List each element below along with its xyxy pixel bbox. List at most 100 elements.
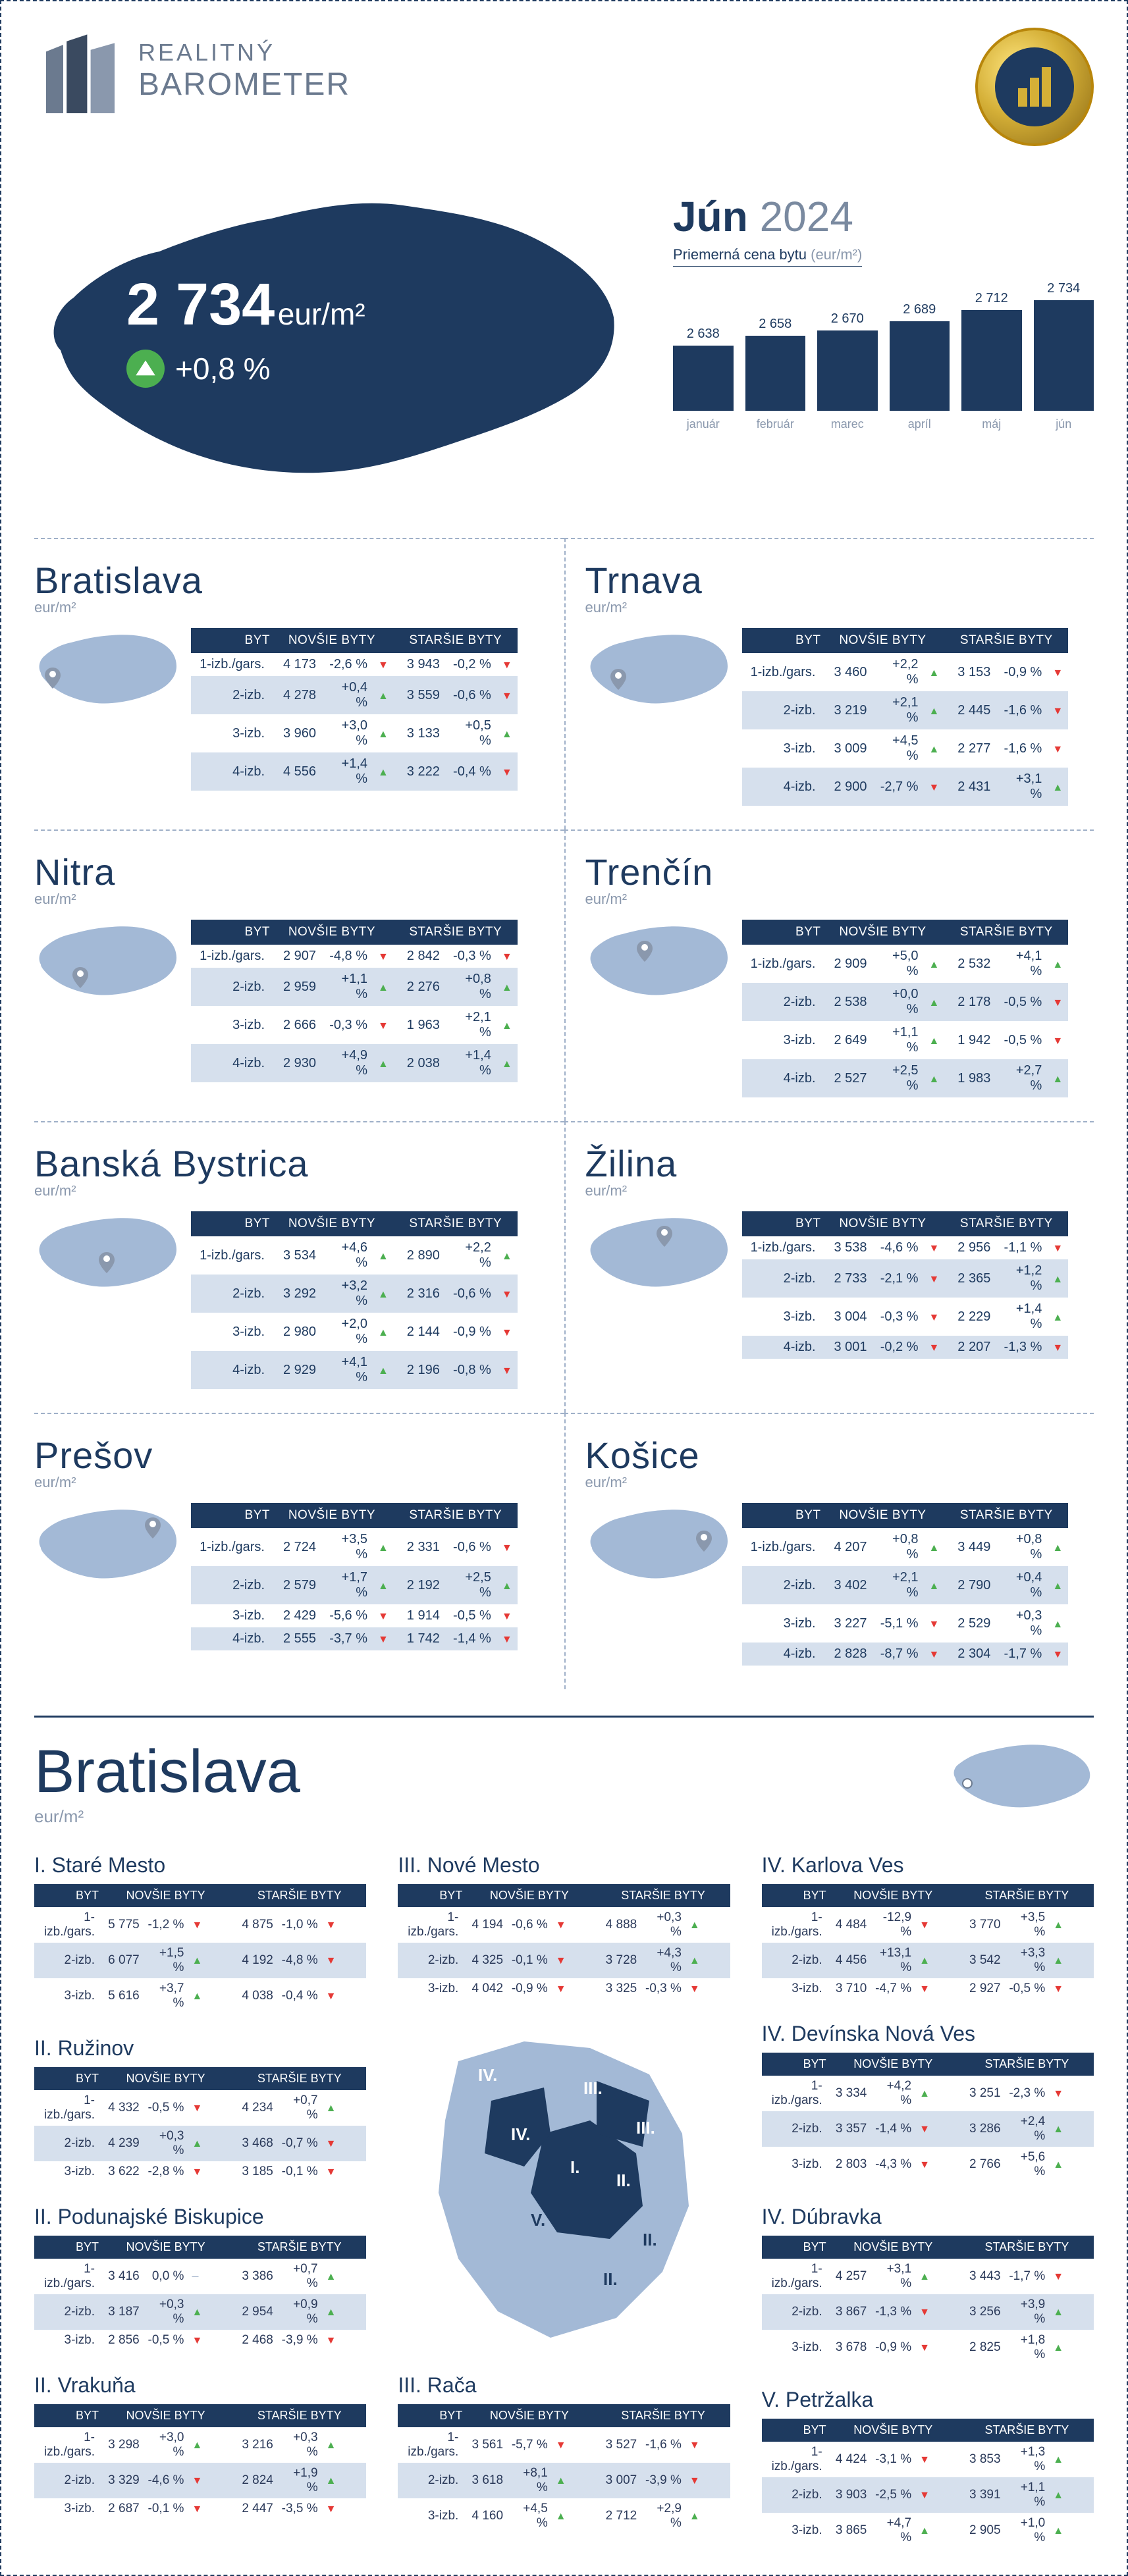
buildings-icon [34,28,126,113]
table-row: 3-izb. 2 803 -4,3 % ▼ 2 766 +5,6 % ▲ [762,2147,1094,2182]
hero: 2 734 eur/m² +0,8 % Jún 2024 Priemerná c… [34,179,1094,485]
svg-text:I.: I. [570,2157,579,2177]
table-row: 4-izb. 2 930 +4,9 % ▲ 2 038 +1,4 % ▲ [191,1044,518,1082]
bar-value: 2 658 [759,317,792,332]
bar-value: 2 734 [1047,281,1080,296]
region-title: Prešov [34,1434,551,1477]
district-block: III. Nové Mesto BYT NOVŠIE BYTY STARŠIE … [398,1853,730,1999]
table-row: 1-izb./gars. 3 538 -4,6 % ▼ 2 956 -1,1 %… [742,1236,1069,1259]
region-cell: Trenčín eur/m² BYT NOVŠIE BYTY STARŠIE B… [564,829,1094,1121]
price-table: BYT NOVŠIE BYTY STARŠIE BYTY 1-izb./gars… [742,628,1069,806]
bar-value: 2 670 [831,311,864,327]
district-table: BYT NOVŠIE BYTY STARŠIE BYTY 1-izb./gars… [762,1884,1094,1999]
bar-value: 2 712 [975,291,1008,306]
mini-map-icon [34,1503,179,1582]
table-row: 4-izb. 2 828 -8,7 % ▼ 2 304 -1,7 % ▼ [742,1643,1069,1666]
district-table: BYT NOVŠIE BYTY STARŠIE BYTY 1-izb./gars… [762,2236,1094,2365]
svg-text:V.: V. [531,2210,545,2230]
district-title: IV. Devínska Nová Ves [762,2022,1094,2046]
avg-label: Priemerná cena bytu (eur/m²) [673,246,862,267]
table-row: 1-izb./gars. 4 257 +3,1 % ▲ 3 443 -1,7 %… [762,2259,1094,2294]
table-row: 4-izb. 2 555 -3,7 % ▼ 1 742 -1,4 % ▼ [191,1627,518,1650]
chart-column: Jún 2024 Priemerná cena bytu (eur/m²) 2 … [673,179,1094,485]
table-row: 4-izb. 2 929 +4,1 % ▲ 2 196 -0,8 % ▼ [191,1351,518,1389]
district-table: BYT NOVŠIE BYTY STARŠIE BYTY 1-izb./gars… [34,2067,366,2182]
table-row: 1-izb./gars. 3 298 +3,0 % ▲ 3 216 +0,3 %… [34,2427,366,2463]
price-table: BYT NOVŠIE BYTY STARŠIE BYTY 1-izb./gars… [191,1503,518,1650]
table-row: 4-izb. 2 900 -2,7 % ▼ 2 431 +3,1 % ▲ [742,768,1069,806]
region-title: Žilina [585,1142,1081,1185]
district-table: BYT NOVŠIE BYTY STARŠIE BYTY 1-izb./gars… [398,2404,730,2534]
district-table: BYT NOVŠIE BYTY STARŠIE BYTY 1-izb./gars… [398,1884,730,1999]
table-row: 3-izb. 5 616 +3,7 % ▲ 4 038 -0,4 % ▼ [34,1978,366,2014]
bar-label: marec [831,417,864,431]
triangle-up-icon [126,350,165,388]
table-row: 3-izb. 2 429 -5,6 % ▼ 1 914 -0,5 % ▼ [191,1604,518,1627]
price-table: BYT NOVŠIE BYTY STARŠIE BYTY 1-izb./gars… [191,920,518,1082]
district-table: BYT NOVŠIE BYTY STARŠIE BYTY 1-izb./gars… [762,2419,1094,2548]
region-title: Nitra [34,851,551,893]
bar: 2 638 január [673,327,734,431]
table-row: 2-izb. 3 187 +0,3 % ▲ 2 954 +0,9 % ▲ [34,2294,366,2330]
table-row: 1-izb./gars. 2 907 -4,8 % ▼ 2 842 -0,3 %… [191,945,518,968]
table-row: 3-izb. 3 865 +4,7 % ▲ 2 905 +1,0 % ▲ [762,2513,1094,2548]
price-table: BYT NOVŠIE BYTY STARŠIE BYTY 1-izb./gars… [191,628,518,791]
table-row: 1-izb./gars. 2 724 +3,5 % ▲ 2 331 -0,6 %… [191,1528,518,1566]
table-row: 3-izb. 4 160 +4,5 % ▲ 2 712 +2,9 % ▲ [398,2498,730,2534]
district-block: IV. Devínska Nová Ves BYT NOVŠIE BYTY ST… [762,2022,1094,2182]
table-row: 2-izb. 2 733 -2,1 % ▼ 2 365 +1,2 % ▲ [742,1259,1069,1298]
region-cell: Trnava eur/m² BYT NOVŠIE BYTY STARŠIE BY… [564,538,1094,829]
mini-map-icon [585,1503,730,1582]
district-block: IV. Karlova Ves BYT NOVŠIE BYTY STARŠIE … [762,1853,1094,1999]
table-row: 2-izb. 6 077 +1,5 % ▲ 4 192 -4,8 % ▼ [34,1943,366,1978]
svg-text:II.: II. [643,2230,657,2249]
table-row: 2-izb. 2 959 +1,1 % ▲ 2 276 +0,8 % ▲ [191,968,518,1006]
table-row: 1-izb./gars. 3 460 +2,2 % ▲ 3 153 -0,9 %… [742,653,1069,691]
price-table: BYT NOVŠIE BYTY STARŠIE BYTY 1-izb./gars… [191,1211,518,1389]
svg-text:IV.: IV. [511,2124,530,2144]
region-title: Trnava [585,559,1081,602]
bar-rect [1034,300,1094,411]
district-title: III. Rača [398,2373,730,2398]
bar: 2 658 február [745,317,806,431]
price-table: BYT NOVŠIE BYTY STARŠIE BYTY 1-izb./gars… [742,920,1069,1097]
brand-line1: REALITNÝ [138,39,350,66]
bar-label: január [687,417,720,431]
table-row: 3-izb. 3 960 +3,0 % ▲ 3 133 +0,5 % ▲ [191,714,518,752]
table-row: 2-izb. 3 292 +3,2 % ▲ 2 316 -0,6 % ▼ [191,1275,518,1313]
mini-map-icon [34,628,179,707]
bar-label: apríl [908,417,931,431]
district-title: IV. Dúbravka [762,2205,1094,2229]
price-table: BYT NOVŠIE BYTY STARŠIE BYTY 1-izb./gars… [742,1211,1069,1359]
table-row: 1-izb./gars. 3 416 0,0 % – 3 386 +0,7 % … [34,2259,366,2294]
district-block: II. Podunajské Biskupice BYT NOVŠIE BYTY… [34,2205,366,2351]
district-block: II. Ružinov BYT NOVŠIE BYTY STARŠIE BYTY… [34,2036,366,2182]
slovakia-small-map-icon [949,1737,1094,1810]
bratislava-unit: eur/m² [34,1806,300,1827]
table-row: 3-izb. 3 678 -0,9 % ▼ 2 825 +1,8 % ▲ [762,2330,1094,2365]
svg-text:II.: II. [603,2269,618,2289]
table-row: 1-izb./gars. 4 173 -2,6 % ▼ 3 943 -0,2 %… [191,653,518,676]
districts-grid: I. Staré Mesto BYT NOVŠIE BYTY STARŠIE B… [34,1853,1094,2548]
hero-delta: +0,8 % [175,351,271,386]
table-row: 4-izb. 3 001 -0,2 % ▼ 2 207 -1,3 % ▼ [742,1336,1069,1359]
table-row: 3-izb. 2 687 -0,1 % ▼ 2 447 -3,5 % ▼ [34,2498,366,2519]
bar-label: február [757,417,794,431]
gold-seal-icon [975,28,1094,146]
table-row: 2-izb. 3 402 +2,1 % ▲ 2 790 +0,4 % ▲ [742,1566,1069,1604]
district-title: III. Nové Mesto [398,1853,730,1878]
bar-value: 2 689 [903,302,936,317]
region-cell: Prešov eur/m² BYT NOVŠIE BYTY STARŠIE BY… [34,1413,564,1689]
brand-line2: BAROMETER [138,66,350,103]
svg-text:IV.: IV. [478,2065,497,2085]
district-map-block: IV. III. IV. I. II. V. II. II. III. [398,2022,730,2351]
table-row: 1-izb./gars. 4 424 -3,1 % ▼ 3 853 +1,3 %… [762,2442,1094,2477]
price-table: BYT NOVŠIE BYTY STARŠIE BYTY 1-izb./gars… [742,1503,1069,1666]
table-row: 2-izb. 3 867 -1,3 % ▼ 3 256 +3,9 % ▲ [762,2294,1094,2330]
svg-text:III.: III. [583,2078,603,2098]
district-title: II. Podunajské Biskupice [34,2205,366,2229]
regions-grid: Bratislava eur/m² BYT NOVŠIE BYTY STARŠI… [34,538,1094,1689]
mini-map-icon [585,1211,730,1290]
bratislava-title: Bratislava [34,1737,300,1806]
region-cell: Bratislava eur/m² BYT NOVŠIE BYTY STARŠI… [34,538,564,829]
